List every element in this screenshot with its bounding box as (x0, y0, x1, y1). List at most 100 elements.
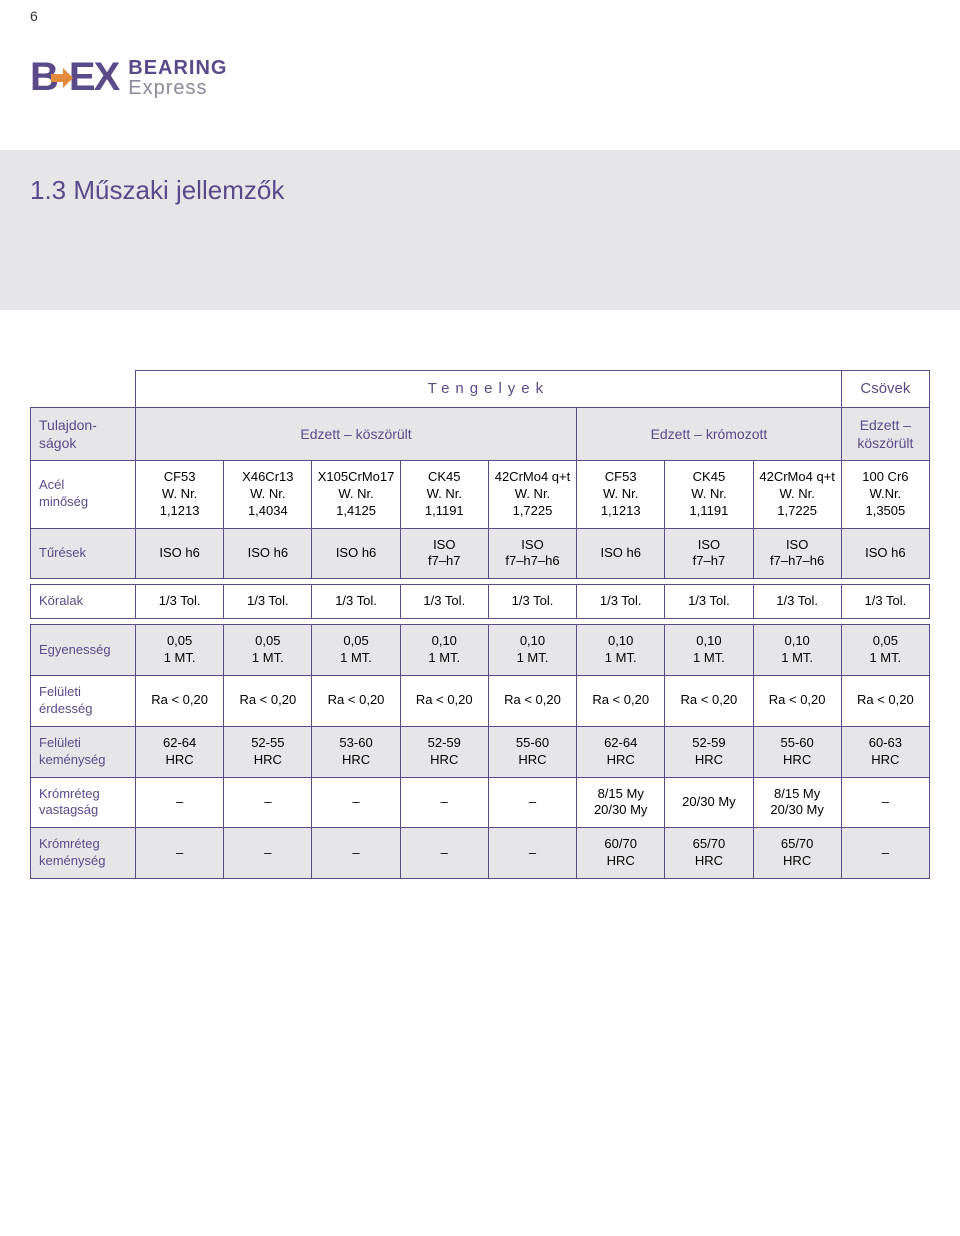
cell-acel-7: 42CrMo4 q+tW. Nr.1,7225 (753, 460, 841, 528)
cell-acel-0: CF53W. Nr.1,1213 (136, 460, 224, 528)
table-row: TengelyekCsövek (31, 371, 930, 408)
cell-egyenesseg-0: 0,051 MT. (136, 625, 224, 676)
cell-kromreteg_vastagsag-4: – (488, 777, 576, 828)
cell-koralak-3: 1/3 Tol. (400, 585, 488, 619)
logo-mark: B EX (30, 55, 118, 100)
cell-feluleti_erdesseg-3: Ra < 0,20 (400, 676, 488, 727)
cell-kromreteg_kemenyseg-0: – (136, 828, 224, 879)
cell-feluleti_erdesseg-1: Ra < 0,20 (224, 676, 312, 727)
cell-acel-5: CF53W. Nr.1,1213 (577, 460, 665, 528)
table-row: AcélminőségCF53W. Nr.1,1213X46Cr13W. Nr.… (31, 460, 930, 528)
arrow-right-icon (51, 67, 73, 89)
cell-egyenesseg-4: 0,101 MT. (488, 625, 576, 676)
cell-feluleti_kemenyseg-4: 55-60HRC (488, 726, 576, 777)
cell-turesek-0: ISO h6 (136, 528, 224, 579)
cell-turesek-3: ISOf7–h7 (400, 528, 488, 579)
cell-acel-8: 100 Cr6W.Nr.1,3505 (841, 460, 929, 528)
cell-turesek-7: ISOf7–h7–h6 (753, 528, 841, 579)
cell-feluleti_erdesseg-2: Ra < 0,20 (312, 676, 400, 727)
page-number: 6 (30, 8, 38, 24)
cell-kromreteg_vastagsag-3: – (400, 777, 488, 828)
cell-feluleti_kemenyseg-2: 53-60HRC (312, 726, 400, 777)
cell-kromreteg_vastagsag-6: 20/30 My (665, 777, 753, 828)
cell-kromreteg_kemenyseg-7: 65/70HRC (753, 828, 841, 879)
cell-kromreteg_kemenyseg-8: – (841, 828, 929, 879)
cell-egyenesseg-1: 0,051 MT. (224, 625, 312, 676)
cell-feluleti_erdesseg-0: Ra < 0,20 (136, 676, 224, 727)
specs-table: TengelyekCsövekTulajdon-ságokEdzett – kö… (30, 370, 930, 879)
cell-turesek-1: ISO h6 (224, 528, 312, 579)
row-label-kromreteg_kemenyseg: Krómrétegkeménység (31, 828, 136, 879)
cell-kromreteg_vastagsag-5: 8/15 My20/30 My (577, 777, 665, 828)
cell-feluleti_kemenyseg-3: 52-59HRC (400, 726, 488, 777)
logo: B EX BEARING Express (30, 55, 227, 100)
cell-turesek-5: ISO h6 (577, 528, 665, 579)
row-label-feluleti_kemenyseg: Felületikeménység (31, 726, 136, 777)
header-tulajdonsagok: Tulajdon-ságok (31, 407, 136, 460)
cell-acel-6: CK45W. Nr.1,1191 (665, 460, 753, 528)
cell-koralak-8: 1/3 Tol. (841, 585, 929, 619)
table-row: Felületikeménység 62-64HRC 52-55HRC53-60HR… (31, 726, 930, 777)
cell-feluleti_kemenyseg-6: 52-59HRC (665, 726, 753, 777)
cell-turesek-6: ISOf7–h7 (665, 528, 753, 579)
cell-feluleti_kemenyseg-7: 55-60HRC (753, 726, 841, 777)
row-label-feluleti_erdesseg: Felületiérdesség (31, 676, 136, 727)
logo-express: Express (128, 78, 227, 98)
headline-bar: 1.3 Műszaki jellemzők (0, 150, 960, 310)
row-label-koralak: Köralak (31, 585, 136, 619)
cell-kromreteg_vastagsag-8: – (841, 777, 929, 828)
table-row: Tulajdon-ságokEdzett – köszörültEdzett –… (31, 407, 930, 460)
header-tengelyek: Tengelyek (136, 371, 842, 408)
cell-egyenesseg-3: 0,101 MT. (400, 625, 488, 676)
header-edzett-koszorult-2: Edzett –köszörült (841, 407, 929, 460)
row-label-egyenesseg: Egyenesség (31, 625, 136, 676)
cell-feluleti_erdesseg-8: Ra < 0,20 (841, 676, 929, 727)
cell-egyenesseg-2: 0,051 MT. (312, 625, 400, 676)
cell-koralak-4: 1/3 Tol. (488, 585, 576, 619)
cell-kromreteg_kemenyseg-4: – (488, 828, 576, 879)
section-headline: 1.3 Műszaki jellemzők (30, 175, 930, 206)
cell-feluleti_kemenyseg-8: 60-63HRC (841, 726, 929, 777)
cell-kromreteg_kemenyseg-3: – (400, 828, 488, 879)
cell-feluleti_kemenyseg-1: 52-55HRC (224, 726, 312, 777)
cell-acel-1: X46Cr13W. Nr.1,4034 (224, 460, 312, 528)
cell-turesek-4: ISOf7–h7–h6 (488, 528, 576, 579)
cell-kromreteg_vastagsag-7: 8/15 My20/30 My (753, 777, 841, 828)
cell-feluleti_kemenyseg-5: 62-64HRC (577, 726, 665, 777)
cell-kromreteg_kemenyseg-5: 60/70HRC (577, 828, 665, 879)
cell-kromreteg_kemenyseg-6: 65/70HRC (665, 828, 753, 879)
table-row: TűrésekISO h6ISO h6ISO h6ISOf7–h7ISOf7–h… (31, 528, 930, 579)
cell-feluleti_erdesseg-6: Ra < 0,20 (665, 676, 753, 727)
table-row: Krómrétegvastagság–––––8/15 My20/30 My20… (31, 777, 930, 828)
logo-bearing: BEARING (128, 58, 227, 78)
cell-kromreteg_kemenyseg-1: – (224, 828, 312, 879)
cell-kromreteg_vastagsag-0: – (136, 777, 224, 828)
cell-koralak-5: 1/3 Tol. (577, 585, 665, 619)
cell-kromreteg_vastagsag-1: – (224, 777, 312, 828)
row-label-kromreteg_vastagsag: Krómrétegvastagság (31, 777, 136, 828)
cell-koralak-2: 1/3 Tol. (312, 585, 400, 619)
cell-koralak-1: 1/3 Tol. (224, 585, 312, 619)
header-edzett-kromozott: Edzett – krómozott (577, 407, 842, 460)
cell-feluleti_erdesseg-4: Ra < 0,20 (488, 676, 576, 727)
header-csovek: Csövek (841, 371, 929, 408)
cell-turesek-2: ISO h6 (312, 528, 400, 579)
cell-egyenesseg-5: 0,101 MT. (577, 625, 665, 676)
cell-koralak-7: 1/3 Tol. (753, 585, 841, 619)
cell-acel-3: CK45W. Nr.1,1191 (400, 460, 488, 528)
cell-egyenesseg-8: 0,051 MT. (841, 625, 929, 676)
table-row: FelületiérdességRa < 0,20Ra < 0,20Ra < 0… (31, 676, 930, 727)
cell-koralak-0: 1/3 Tol. (136, 585, 224, 619)
header-empty (31, 371, 136, 408)
cell-egyenesseg-7: 0,101 MT. (753, 625, 841, 676)
cell-acel-2: X105CrMo17W. Nr.1,4125 (312, 460, 400, 528)
logo-letter-ex: EX (69, 55, 118, 100)
cell-turesek-8: ISO h6 (841, 528, 929, 579)
table-row: Köralak1/3 Tol.1/3 Tol.1/3 Tol.1/3 Tol.1… (31, 585, 930, 619)
cell-kromreteg_kemenyseg-2: – (312, 828, 400, 879)
cell-kromreteg_vastagsag-2: – (312, 777, 400, 828)
row-label-turesek: Tűrések (31, 528, 136, 579)
cell-feluleti_erdesseg-7: Ra < 0,20 (753, 676, 841, 727)
table-row: Krómrétegkeménység–––––60/70HRC65/70HRC6… (31, 828, 930, 879)
row-label-acel: Acélminőség (31, 460, 136, 528)
